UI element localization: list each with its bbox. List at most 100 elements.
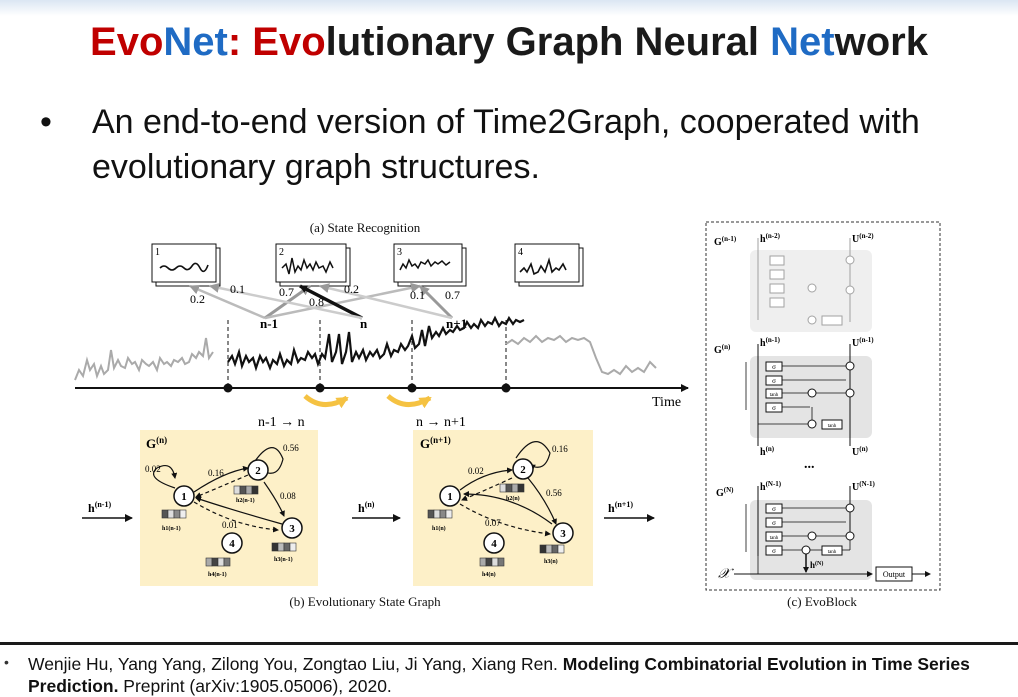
title-part: work — [834, 20, 928, 64]
citation-text: Wenjie Hu, Yang Yang, Zilong You, Zongta… — [28, 653, 998, 697]
gate-sigma: σ — [772, 363, 776, 371]
state-label: 3 — [397, 247, 402, 258]
evoblock-row-final: σ σ tanh σ tanh — [745, 486, 872, 580]
transition-label: n → n+1 — [416, 415, 466, 430]
time-axis-label: Time — [652, 395, 681, 410]
edge-weight: 0.02 — [468, 466, 484, 476]
time-series-black — [227, 315, 525, 372]
edge-weight: 0.56 — [546, 488, 562, 498]
graph-node: 3 — [289, 523, 295, 535]
evoblock-frame — [705, 221, 941, 591]
title-part: lutionary Graph Neural — [325, 20, 771, 64]
hidden-mid-label: h(n) — [358, 500, 375, 515]
graph-label: G(n+1) — [420, 435, 451, 451]
node-vector-label: h4(n-1) — [208, 571, 227, 578]
evoblock-row-current: σ σ tanh σ tanh — [745, 344, 872, 446]
time-series-gray-left — [74, 337, 214, 381]
segment-label: n+1 — [446, 316, 467, 331]
node-vector-label: h1(n) — [432, 525, 446, 532]
citation-authors: Wenjie Hu, Yang Yang, Zilong You, Zongta… — [28, 654, 563, 674]
transition-arrow — [303, 394, 349, 409]
state-label: 1 — [155, 247, 160, 258]
memory-state-label: U(n-1) — [852, 336, 874, 349]
hidden-state-label: h(N-1) — [760, 480, 782, 493]
edge-weight: 0.8 — [309, 295, 324, 309]
node-vector-label: h2(n) — [506, 495, 520, 502]
title-part: Net — [770, 20, 835, 64]
slide-title: EvoNet: Evolutionary Graph Neural Networ… — [0, 20, 1018, 65]
segment-label: n — [360, 316, 368, 331]
gate-sigma: σ — [772, 505, 776, 513]
edge-weight: 0.16 — [552, 444, 568, 454]
edge-weight: 0.1 — [230, 282, 245, 296]
memory-state-label: U(n-2) — [852, 232, 874, 245]
node-vector-label: h2(n-1) — [236, 497, 255, 504]
hidden-state-label: h(n-1) — [760, 336, 781, 349]
edge-weight: 0.2 — [344, 282, 359, 296]
hidden-input-label: h(n-1) — [88, 500, 111, 515]
citation-footer: • Wenjie Hu, Yang Yang, Zilong You, Zong… — [0, 642, 1018, 697]
node-vector-label: h3(n) — [544, 558, 558, 565]
panel-c-caption: (c) EvoBlock — [787, 594, 857, 609]
state-label: 2 — [279, 247, 284, 258]
node-embedding-bars — [427, 483, 565, 567]
slide-top-band — [0, 0, 1018, 16]
graph-input-label: G(N) — [716, 486, 734, 499]
edge-weight: 0.02 — [145, 464, 161, 474]
title-part: Net — [163, 20, 228, 64]
hidden-output-label: h(n+1) — [608, 500, 633, 515]
state-graph-left: G(n) 1 2 3 4 0.56 0.02 0.16 0.08 0.01 — [145, 435, 303, 578]
panel-a-caption: (a) State Recognition — [310, 220, 421, 235]
panel-c-evoblock: G(n-1) h(n-2) U(n-2) σ σ tanh σ — [705, 221, 941, 609]
final-hidden-label: h(N) — [810, 560, 823, 570]
graph-node: 1 — [447, 491, 453, 503]
title-part: Evo — [90, 20, 164, 64]
bullet-text: An end-to-end version of Time2Graph, coo… — [92, 103, 920, 186]
gate-sigma: σ — [772, 404, 776, 412]
transition-label: n-1 → n — [258, 415, 305, 430]
citation-title: Modeling Combinatorial Evolution in Time… — [28, 654, 970, 696]
memory-state-label: U(N-1) — [852, 480, 875, 493]
edge-weight: 0.1 — [410, 288, 425, 302]
state-graph-right: G(n+1) 1 2 3 4 0.16 0.02 0.56 0.07 — [420, 435, 574, 578]
edge-weight: 0.56 — [283, 443, 299, 453]
time-series-gray-right — [505, 334, 657, 376]
gate-sigma: σ — [772, 377, 776, 385]
edge-weight: 0.7 — [279, 285, 294, 299]
graph-node: 4 — [229, 538, 235, 550]
citation-marker: • — [4, 654, 9, 670]
memory-state-label: U(n) — [852, 445, 868, 458]
state-card-3: 3 — [393, 243, 467, 287]
edge-weight: 0.2 — [190, 292, 205, 306]
node-vector-label: h4(n) — [482, 571, 496, 578]
output-label: Output — [883, 570, 906, 579]
gate-sigma: σ — [772, 519, 776, 527]
input-x-label: 𝒳 — [718, 567, 734, 582]
title-part: Evo — [252, 20, 326, 64]
citation-venue: Preprint (arXiv:1905.05006), 2020. — [118, 676, 392, 696]
graph-node: 1 — [181, 491, 187, 503]
gate-sigma: σ — [772, 547, 776, 555]
node-vector-label: h3(n-1) — [274, 556, 293, 563]
ellipsis: ... — [804, 457, 815, 472]
graph-input-label: G(n) — [714, 343, 731, 356]
graph-node: 2 — [255, 465, 261, 477]
state-card-4: 4 — [514, 243, 584, 287]
gate-tanh: tanh — [828, 424, 837, 429]
transition-arrow — [386, 394, 432, 409]
graph-node: 3 — [560, 528, 566, 540]
hidden-state-label: h(n-2) — [760, 232, 781, 245]
edge-weight: 0.16 — [208, 468, 224, 478]
panel-a-state-recognition: (a) State Recognition 1 2 3 4 — [74, 220, 689, 410]
edge-weight: 0.7 — [445, 288, 460, 302]
panel-b-evolutionary-state-graph: n-1 → n n → n+1 h(n-1) h(n) h(n+1) G(n) … — [82, 415, 655, 609]
segment-label: n-1 — [260, 316, 278, 331]
graph-label: G(n) — [146, 435, 167, 451]
edge-weight: 0.07 — [485, 518, 501, 528]
evoblock-row-previous — [750, 238, 872, 332]
state-card-2: 2 — [275, 243, 351, 287]
hidden-state-label: h(n) — [760, 445, 775, 458]
edge-weight: 0.08 — [280, 491, 296, 501]
state-label: 4 — [518, 247, 523, 258]
